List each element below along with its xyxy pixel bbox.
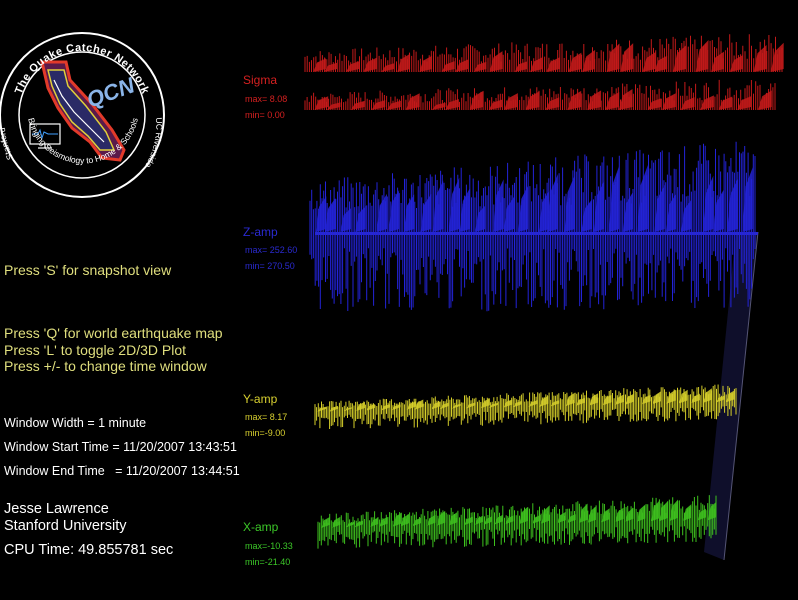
z-amp-label: Z-amp: [243, 225, 278, 239]
sigma-max: max= 8.08: [245, 94, 288, 104]
window-end-time: Window End Time = 11/20/2007 13:44:51: [4, 464, 240, 478]
y-amp-max: max= 8.17: [245, 412, 288, 422]
snapshot-hint: Press 'S' for snapshot view: [4, 262, 172, 278]
sigma-label: Sigma: [243, 73, 278, 87]
window-start-time: Window Start Time = 11/20/2007 13:43:51: [4, 440, 237, 454]
sigma-min: min= 0.00: [245, 110, 285, 120]
author-name: Jesse Lawrence: [4, 501, 109, 517]
window-width: Window Width = 1 minute: [4, 416, 147, 430]
x-amp-trace: [317, 495, 717, 549]
x-amp-max: max=-10.33: [245, 541, 293, 551]
sigma-trace-front: [304, 79, 776, 110]
z-amp-trace: [309, 141, 756, 312]
toggle-plot-hint: Press 'L' to toggle 2D/3D Plot: [4, 342, 186, 358]
y-amp-trace: [314, 384, 737, 429]
y-amp-label: Y-amp: [243, 392, 278, 406]
sigma-trace-back: [304, 34, 784, 72]
x-amp-min: min=-21.40: [245, 557, 291, 567]
z-amp-max: max= 252.60: [245, 245, 298, 255]
time-window-hint: Press +/- to change time window: [4, 358, 207, 374]
qcn-logo: QCN The Quake Catcher Network Bringing S…: [0, 32, 165, 198]
world-map-hint: Press 'Q' for world earthquake map: [4, 325, 223, 341]
cpu-time: CPU Time: 49.855781 sec: [4, 542, 174, 558]
author-affiliation: Stanford University: [4, 518, 127, 534]
x-amp-label: X-amp: [243, 520, 279, 534]
y-amp-min: min=-9.00: [245, 428, 286, 438]
z-amp-min: min= 270.50: [245, 261, 295, 271]
